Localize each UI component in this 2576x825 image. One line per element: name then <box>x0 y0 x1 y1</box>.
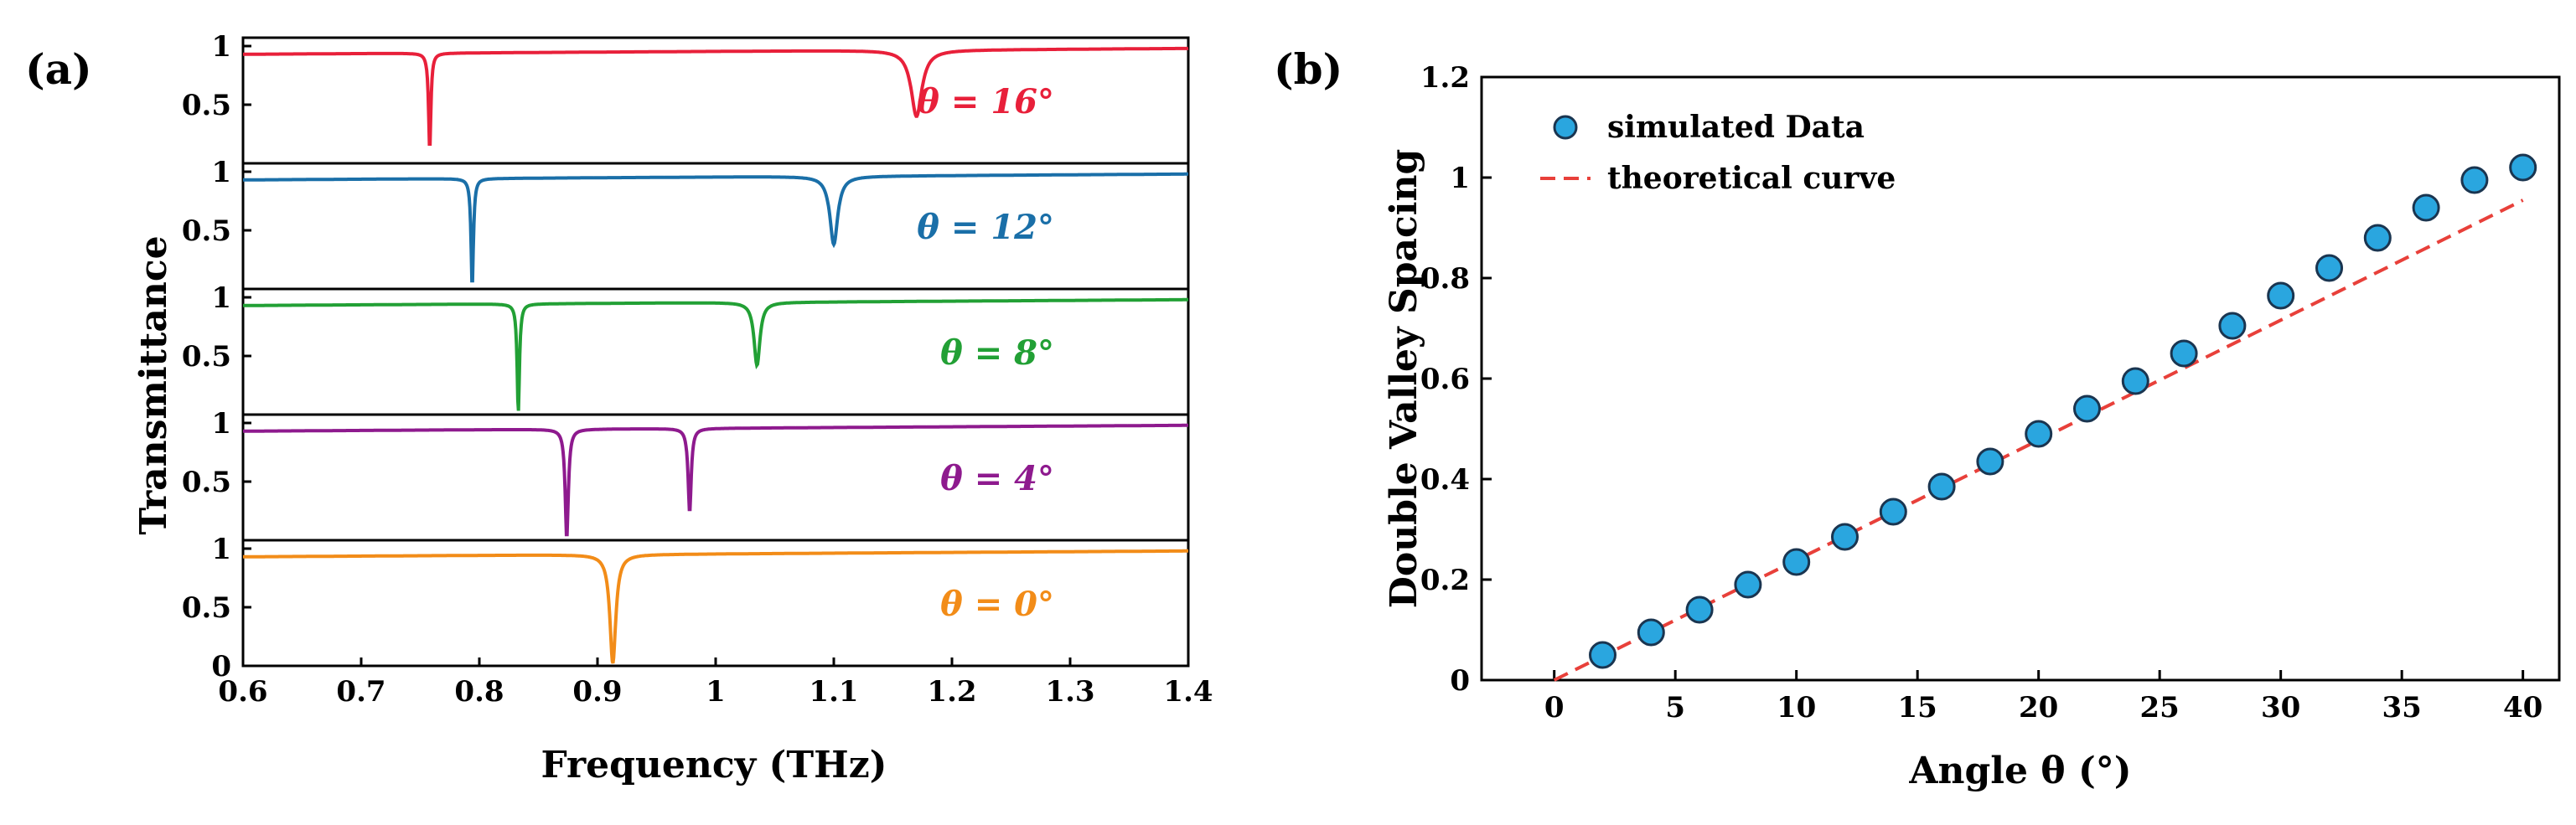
simulated-data-point <box>2509 153 2537 182</box>
legend-marker-simulated <box>1553 115 1578 140</box>
subplot-y-tick-label: 0.5 <box>182 214 231 248</box>
panel-a-x-tick-label: 1.1 <box>809 675 858 709</box>
simulated-data-point <box>2121 367 2149 395</box>
panel-a-x-tick-label: 1.4 <box>1163 675 1213 709</box>
panel-a-x-tick-label: 1.3 <box>1045 675 1094 709</box>
panel-b-x-tick-label: 0 <box>1544 691 1565 724</box>
panel-b-x-tick-label: 35 <box>2382 691 2421 724</box>
simulated-data-point <box>1589 641 1616 669</box>
simulated-data-point <box>2412 193 2440 222</box>
subplot-y-tick-label: 0.5 <box>182 89 231 122</box>
panel-b-y-tick-label: 0.6 <box>1420 363 1470 396</box>
panel-b-x-tick-label: 30 <box>2261 691 2300 724</box>
panel-b-y-tick-label: 1.2 <box>1420 61 1470 95</box>
simulated-data-point <box>2315 254 2343 282</box>
panel-b-y-tick-label: 0.8 <box>1420 262 1470 296</box>
subplot-y-tick-label: 0.5 <box>182 340 231 374</box>
transmittance-curve <box>243 297 1188 411</box>
panel-b-x-tick-label: 40 <box>2503 691 2542 724</box>
transmittance-curve <box>243 172 1188 283</box>
panel-b-x-tick-label: 15 <box>1898 691 1937 724</box>
subplot-y-tick-label: 1 <box>211 533 231 566</box>
simulated-data-point <box>1831 523 1859 551</box>
simulated-data-point <box>1685 596 1714 624</box>
transmittance-curve <box>243 423 1188 537</box>
transmittance-curve <box>243 549 1188 664</box>
theta-label: θ = 16° <box>917 82 1054 121</box>
panel-b-x-tick-label: 20 <box>2019 691 2058 724</box>
theta-label: θ = 0° <box>940 585 1054 624</box>
panel-b-x-tick-label: 5 <box>1665 691 1685 724</box>
simulated-data-point <box>2218 312 2247 340</box>
panel-a-label: (a) <box>25 44 92 94</box>
panel-b-legend: simulated Data theoretical curve <box>1540 110 1896 196</box>
panel-a-y-axis-title: Transmittance <box>132 235 175 534</box>
simulated-data-point <box>1782 548 1811 576</box>
panel-b-x-tick-label: 25 <box>2140 691 2180 724</box>
legend-label-theoretical: theoretical curve <box>1607 161 1896 196</box>
panel-b-y-tick-label: 0 <box>1450 664 1470 698</box>
panel-b-y-tick-label: 1 <box>1450 162 1470 195</box>
subplot-y-tick-label: 1 <box>211 156 231 189</box>
simulated-data-point <box>1734 570 1762 599</box>
subplot-y-tick-label: 0.5 <box>182 591 231 625</box>
simulated-data-point <box>2073 394 2101 423</box>
simulated-data-point <box>1976 447 2004 476</box>
panel-a-x-tick-label: 0.7 <box>336 675 385 709</box>
simulated-data-point <box>2363 224 2392 252</box>
panel-b-valley-spacing: (b) 0 0.2 0.4 0.6 0.8 1 1.2 0 5 10 15 20 25 30 35 40 si… <box>1274 44 2561 792</box>
panel-b-label: (b) <box>1274 44 1342 94</box>
panel-b-x-tick-label: 10 <box>1777 691 1816 724</box>
panel-b-y-axis-title: Double Valley Spacing <box>1383 149 1425 609</box>
subplot-y-tick-label: 1 <box>211 281 231 315</box>
theta-label: θ = 12° <box>917 208 1054 247</box>
panel-a-x-tick-label: 0.8 <box>454 675 504 709</box>
panel-a-x-tick-label: 1.2 <box>927 675 976 709</box>
panel-a-x-tick-label: 1 <box>706 675 726 709</box>
subplot-y-tick-label: 0.5 <box>182 466 231 499</box>
subplot-y-tick-label-zero: 0 <box>211 650 231 683</box>
panel-b-y-tick-label: 0.2 <box>1420 564 1470 597</box>
simulated-data-point <box>2170 339 2198 368</box>
theta-label: θ = 4° <box>940 459 1054 498</box>
simulated-data-point <box>2460 166 2489 194</box>
panel-b-x-axis-title: Angle θ (°) <box>1908 750 2131 792</box>
panel-a-x-tick-label: 0.9 <box>572 675 622 709</box>
panel-a-transmittance: (a) 1 0.5 θ = 16° 1 0.5 θ = 12° 1 0.5 θ = 8° 1 0.5… <box>25 30 1213 786</box>
simulated-data-point <box>2267 281 2295 310</box>
simulated-data-point <box>1879 498 1907 526</box>
panel-b-y-tick-label: 0.4 <box>1420 463 1470 497</box>
simulated-data-point <box>1927 472 1956 501</box>
panel-a-x-axis-title: Frequency (THz) <box>541 744 887 786</box>
transmittance-curve <box>243 46 1189 146</box>
theta-label: θ = 8° <box>940 333 1054 373</box>
subplot-y-tick-label: 1 <box>211 30 231 64</box>
panel-a-x-tick-label: 0.6 <box>218 675 267 709</box>
simulated-data-point <box>1637 618 1665 647</box>
legend-label-simulated: simulated Data <box>1607 110 1865 145</box>
simulated-data-point <box>2025 420 2053 448</box>
subplot-y-tick-label: 1 <box>211 407 231 441</box>
